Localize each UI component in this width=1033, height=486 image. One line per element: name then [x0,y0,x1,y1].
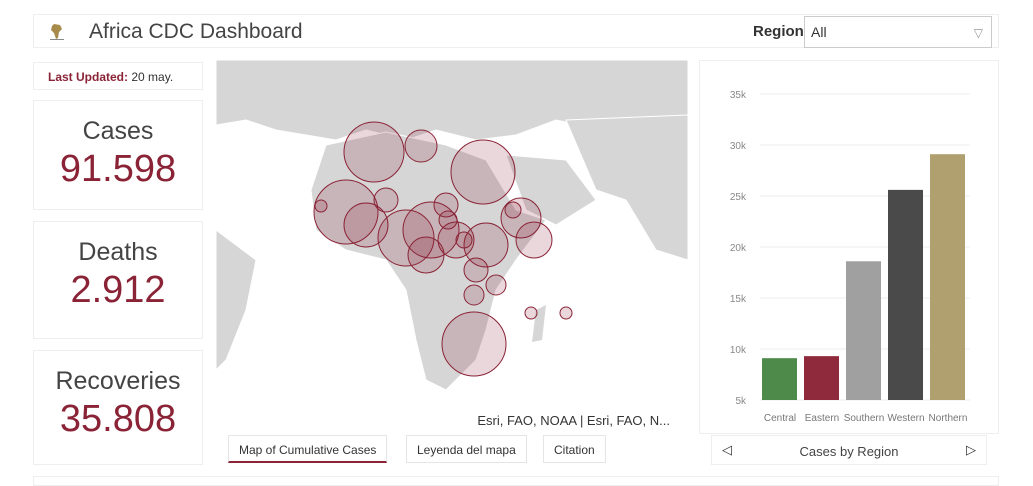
case-bubble[interactable] [500,197,542,239]
tab-map-cumulative-cases[interactable]: Map of Cumulative Cases [228,435,388,463]
triangle-right-icon[interactable]: ▷ [966,442,976,457]
last-updated: Last Updated: 20 may. [33,62,203,90]
y-tick-label: 5k [735,396,747,407]
y-tick-label: 30k [730,141,747,152]
triangle-left-icon[interactable]: ◁ [722,442,732,457]
bar-southern[interactable] [846,261,881,400]
x-tick-label: Central [764,413,796,424]
case-bubble[interactable] [463,284,485,306]
case-bubble[interactable] [438,210,458,230]
case-bubble[interactable] [485,274,507,296]
bar-northern[interactable] [930,154,965,400]
case-bubble[interactable] [313,179,379,245]
madagascar [532,305,546,342]
case-bubble[interactable] [441,311,507,377]
y-tick-label: 15k [730,294,747,305]
chart-navigator: ◁ Cases by Region ▷ [711,435,987,465]
africa-cdc-logo [50,24,64,40]
bar-eastern[interactable] [804,356,839,400]
deaths-card: Deaths 2.912 [33,221,203,339]
cases-label: Cases [82,117,154,145]
region-label: Region [753,23,804,40]
case-bubble[interactable] [455,231,473,249]
recoveries-value: 35.808 [59,398,177,440]
y-tick-label: 20k [730,243,747,254]
region-value: All [811,24,827,40]
south-america-landmass [216,229,257,371]
tab-map-legend[interactable]: Leyenda del mapa [406,435,527,463]
y-tick-label: 35k [730,90,747,101]
case-bubble[interactable] [377,209,435,267]
header: Africa CDC Dashboard Region All ▽ [33,14,999,48]
x-tick-label: Southern [844,413,885,424]
case-bubble[interactable] [402,201,460,259]
africa-landmass [310,131,547,391]
case-bubble[interactable] [373,187,399,213]
cases-value: 91.598 [59,148,177,190]
case-bubbles [313,121,573,377]
x-tick-label: Western [887,413,924,424]
chevron-down-icon: ▽ [973,26,983,40]
case-bubble[interactable] [515,221,553,259]
map-canvas[interactable] [216,60,688,434]
page-title: Africa CDC Dashboard [89,20,303,43]
deaths-value: 2.912 [70,269,166,311]
asia-landmass [565,114,688,261]
case-bubble[interactable] [450,139,516,205]
map[interactable]: Esri, FAO, NOAA | Esri, FAO, N... [216,60,688,434]
map-attribution[interactable]: Esri, FAO, NOAA | Esri, FAO, N... [477,413,670,428]
x-tick-label: Eastern [805,413,839,424]
case-bubble[interactable] [407,236,445,274]
bar-central[interactable] [762,358,797,400]
case-bubble[interactable] [404,129,438,163]
case-bubble[interactable] [433,192,459,218]
last-updated-label: Last Updated: [48,70,129,84]
recoveries-card: Recoveries 35.808 [33,350,203,465]
tab-citation[interactable]: Citation [543,435,606,463]
deaths-label: Deaths [78,238,158,266]
recoveries-label: Recoveries [55,367,181,395]
footer-panel [33,476,999,486]
case-bubble[interactable] [314,199,328,213]
case-bubble[interactable] [463,257,489,283]
y-tick-label: 25k [730,192,747,203]
cases-by-region-chart: 5k 10k 15k 20k 25k 30k 35k Central Eastern Southe… [699,60,999,434]
cases-card: Cases 91.598 [33,100,203,210]
case-bubble[interactable] [504,201,522,219]
case-bubble[interactable] [524,306,538,320]
x-tick-label: Northern [929,413,968,424]
y-tick-label: 10k [730,345,747,356]
chart-title: Cases by Region [799,444,899,459]
case-bubble[interactable] [559,306,573,320]
last-updated-value: 20 may. [131,70,174,84]
case-bubble[interactable] [343,121,405,183]
case-bubble[interactable] [343,202,389,248]
arabia-landmass [505,154,597,226]
bar-western[interactable] [888,189,923,400]
case-bubble[interactable] [463,222,509,268]
region-select[interactable]: All ▽ [804,16,992,48]
bar-chart: 5k 10k 15k 20k 25k 30k 35k Central Eastern Southe… [730,90,970,424]
